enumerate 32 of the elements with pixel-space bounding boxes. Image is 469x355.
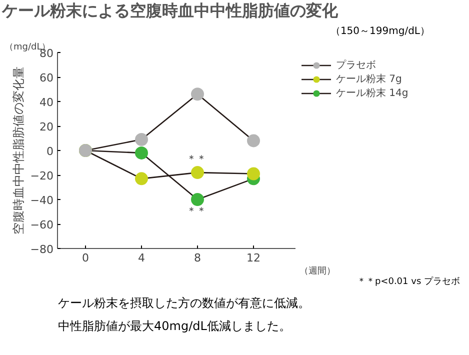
y-tick-label: 60: [40, 72, 54, 84]
point: [135, 132, 148, 146]
x-tick-label: 0: [82, 252, 89, 264]
x-axis-title: （週間）: [300, 266, 336, 276]
annotation: ＊＊: [186, 154, 207, 165]
point: [191, 166, 204, 180]
x-tick-label: 12: [246, 252, 260, 264]
y-tick-label: −20: [30, 170, 54, 182]
text: （150～199mg/dL）: [329, 24, 430, 39]
y-tick-label: 40: [40, 96, 54, 109]
point: [247, 134, 260, 148]
point: [191, 193, 204, 206]
point: [191, 88, 204, 101]
legend-label: ケール粉末 7g: [336, 72, 402, 86]
chart-title: ケール粉末による空腹時血中中性脂肪値の変化: [2, 0, 339, 22]
y-tick-label: 0: [46, 145, 54, 158]
point: [135, 146, 148, 160]
legend-label: ケール粉末 14g: [336, 86, 408, 100]
x-tick-label: 4: [138, 252, 145, 264]
y-axis-title: 空腹時血中中性脂肪値の変化量: [11, 66, 26, 234]
y-tick-label: −40: [30, 194, 54, 207]
point: [247, 167, 260, 180]
y-tick-label: −80: [30, 243, 54, 256]
text: ケール粉末を摂取した方の数値が有意に低減。: [58, 294, 311, 312]
y-tick-label: 20: [40, 120, 54, 134]
text: ＊＊p<0.01 vs プラセボ: [356, 276, 460, 289]
x-tick-label: 8: [194, 252, 201, 264]
point: [135, 172, 148, 186]
y-tick-label: −60: [30, 218, 54, 232]
legend-label: プラセボ: [336, 58, 376, 72]
text: 中性脂肪値が最大40mg/dL低減しました。: [58, 318, 292, 335]
annotation: ＊＊: [186, 206, 207, 217]
